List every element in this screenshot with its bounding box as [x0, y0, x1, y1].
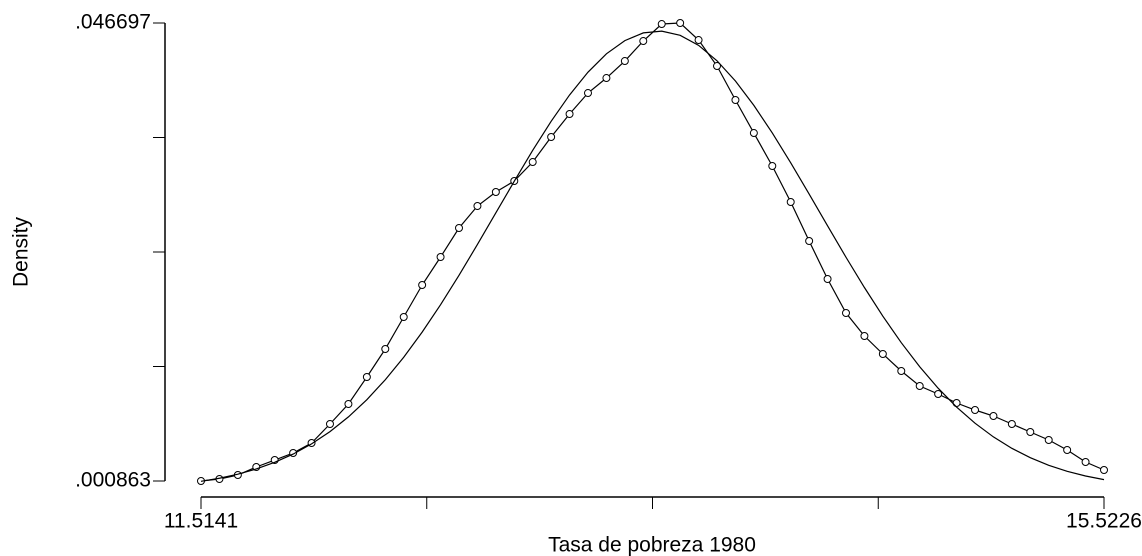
point-marker: [583, 89, 592, 98]
point-marker: [731, 96, 740, 105]
point-marker: [768, 162, 777, 171]
point-marker: [362, 373, 371, 382]
x-tick-label: 15.5226: [1066, 510, 1142, 533]
point-marker: [399, 313, 408, 322]
point-marker: [639, 37, 648, 46]
point-marker: [915, 382, 924, 391]
x-tick-label: 11.5141: [164, 510, 238, 533]
point-marker: [786, 198, 795, 207]
series-line: [200, 30, 1105, 482]
point-marker: [1100, 465, 1108, 474]
y-tick-label: .046697: [75, 11, 151, 34]
point-marker: [620, 57, 629, 66]
point-marker: [491, 188, 500, 197]
point-marker: [455, 224, 464, 233]
series-line: [200, 22, 1105, 482]
point-marker: [657, 20, 666, 29]
point-marker: [823, 275, 832, 284]
point-marker: [934, 390, 943, 399]
point-marker: [565, 110, 574, 119]
point-marker: [713, 62, 722, 71]
point-marker: [418, 281, 427, 290]
point-marker: [1063, 446, 1072, 455]
point-marker: [1044, 436, 1053, 445]
point-marker: [602, 74, 611, 83]
point-marker: [878, 350, 887, 359]
point-marker: [676, 19, 685, 27]
point-marker: [325, 420, 334, 429]
point-marker: [1081, 458, 1090, 467]
point-marker: [749, 129, 758, 138]
point-marker: [547, 133, 556, 142]
point-marker: [344, 400, 353, 409]
point-marker: [1026, 428, 1035, 437]
y-axis-label: Density: [10, 216, 33, 287]
point-marker: [897, 367, 906, 376]
point-marker: [971, 406, 980, 415]
x-axis-label: Tasa de pobreza 1980: [548, 534, 756, 556]
y-tick-label: .000863: [75, 469, 151, 492]
point-marker: [436, 253, 445, 262]
point-marker: [528, 158, 537, 167]
point-marker: [841, 309, 850, 318]
point-marker: [381, 345, 390, 354]
point-marker: [952, 399, 961, 408]
point-marker: [989, 411, 998, 420]
point-marker: [805, 237, 814, 246]
point-marker: [694, 36, 703, 45]
point-marker: [1007, 420, 1016, 429]
point-marker: [473, 202, 482, 211]
point-marker: [860, 332, 869, 341]
